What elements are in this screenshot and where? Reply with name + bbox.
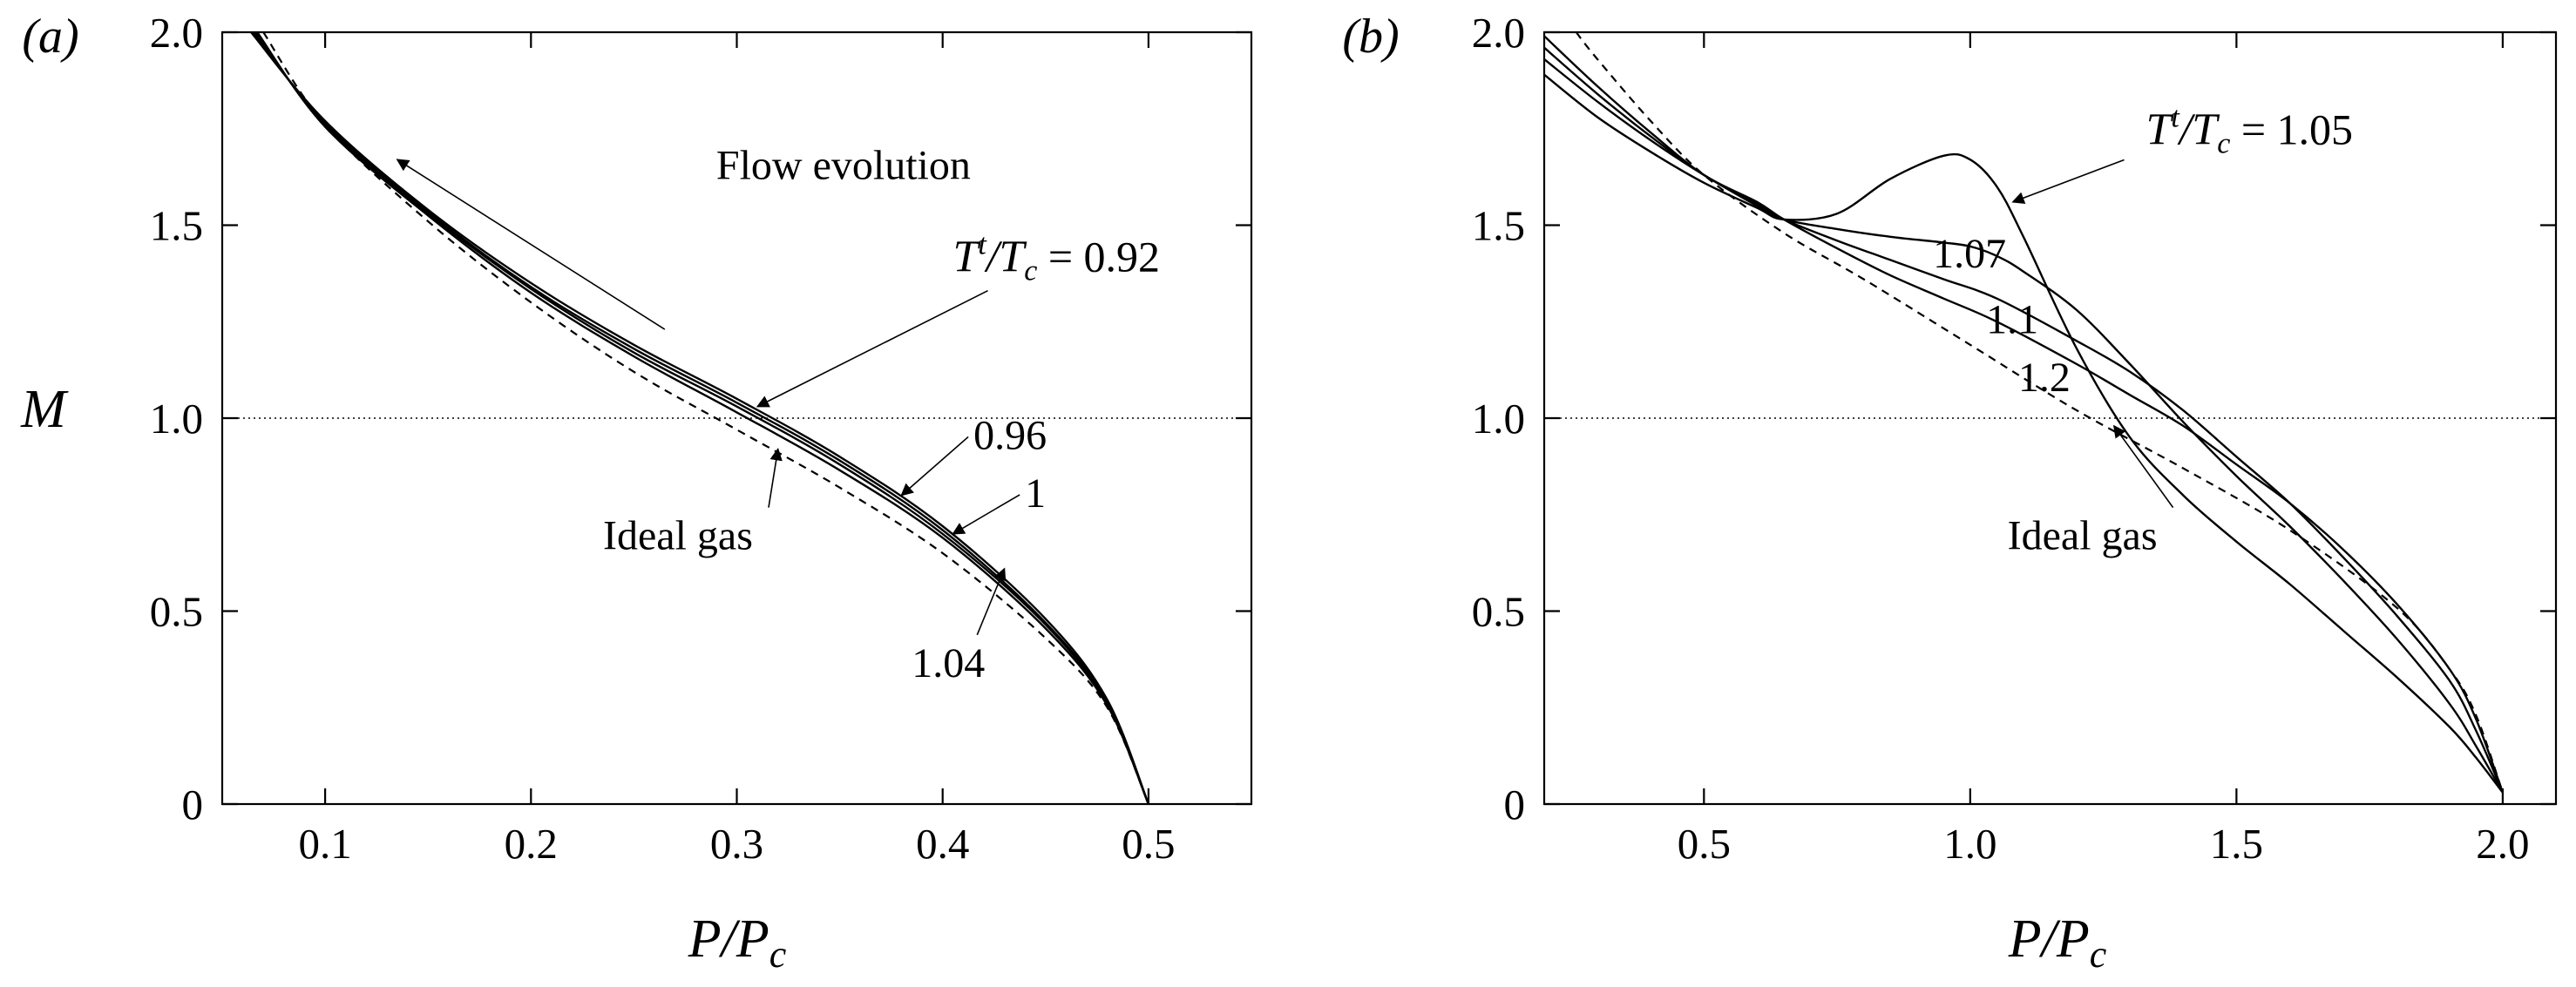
y-tick-label: 0.5 [1472,588,1525,636]
series-line-0-92 [250,32,1150,804]
y-tick-label: 2.0 [1472,9,1525,57]
annotation-1: 1 [1025,470,1046,517]
annotation-temperature-label: Tt/Tc = 0.92 [953,229,1161,287]
annotation-1-07: 1.07 [1933,231,2006,277]
y-tick-label: 1.0 [1472,395,1525,443]
annotation-flow-evolution: Flow evolution [716,142,971,188]
annotation-1-2: 1.2 [2018,355,2071,401]
x-tick-label: 2.0 [2476,820,2529,868]
panel-label: (b) [1342,10,1399,64]
series-line-1-05 [1544,73,2504,794]
flow-evolution-arrow [396,159,666,330]
annotation-leader [976,567,1007,636]
annotation-leader [900,436,969,497]
x-tick-label: 1.0 [1943,820,1996,868]
x-tick-label: 0.1 [298,820,351,868]
series-line-ideal-gas [262,32,1149,804]
y-tick-label: 1.0 [150,395,203,443]
x-tick-label: 1.5 [2210,820,2263,868]
annotation-temperature-label: Tt/Tc = 1.05 [2146,101,2353,159]
series-line-ideal-gas [1575,32,2504,794]
series-line-1-07 [1544,58,2504,794]
series-group [250,32,1150,804]
x-axis-title: P/Pc [2008,909,2107,976]
annotation-leader [952,494,1020,535]
y-tick-label: 0 [182,781,204,828]
annotation-leader [756,289,988,408]
x-tick-label: 0.4 [916,820,969,868]
series-line-1 [254,32,1150,804]
series-line-0-96 [252,32,1150,804]
annotation-0-96: 0.96 [973,412,1047,458]
y-tick-label: 1.5 [150,202,203,250]
annotation-1-1: 1.1 [1986,297,2038,343]
series-group [1544,32,2505,794]
y-tick-label: 1.5 [1472,202,1525,250]
y-tick-label: 0.5 [150,588,203,636]
y-tick-label: 2.0 [150,9,203,57]
x-tick-label: 0.5 [1122,820,1175,868]
annotation-leader [768,448,783,508]
x-tick-label: 0.3 [710,820,763,868]
x-tick-label: 0.5 [1678,820,1731,868]
y-axis-title: M [20,380,69,439]
panel-label: (a) [22,10,78,64]
annotation-leader [2112,424,2174,509]
x-tick-label: 0.2 [505,820,558,868]
panel-b: 0.5 1.0 1.5 2.0 0 0.5 1.0 1.5 2.0 (b) P/Pc Tt/Tc = … [1342,9,2558,976]
annotation-leader [2011,159,2125,205]
annotation-ideal-gas: Ideal gas [2008,513,2158,559]
y-tick-label: 0 [1504,781,1526,828]
annotation-ideal-gas: Ideal gas [603,513,753,559]
series-line-1-04 [256,32,1150,804]
x-axis-title: P/Pc [688,909,787,976]
annotation-1-04: 1.04 [912,640,985,686]
series-line-1-2 [1544,35,2505,794]
panel-a: 0.1 0.2 0.3 0.4 0.5 0 0.5 1.0 1.5 2.0 (a) P/Pc M Flow… [20,9,1253,976]
